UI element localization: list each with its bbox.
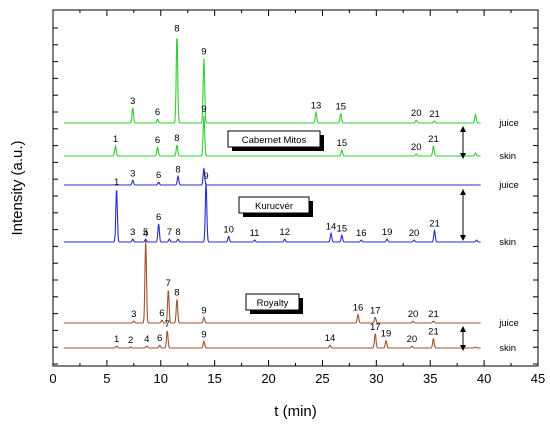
peak-label: 14 <box>326 221 337 232</box>
peak-label: 3 <box>130 227 135 238</box>
y-axis-title: Intensity (a.u.) <box>9 140 26 235</box>
peak-label: 16 <box>353 302 364 313</box>
peak-label: 11 <box>250 228 260 239</box>
x-tick-label: 20 <box>261 371 275 386</box>
trace-label: juice <box>498 180 519 191</box>
arrow-head-down <box>460 235 466 241</box>
peak-label: 6 <box>156 212 161 223</box>
peak-label: 6 <box>157 333 162 344</box>
peak-label: 20 <box>409 228 420 239</box>
peak-label: 8 <box>174 287 179 298</box>
peak-label: 1 <box>113 134 118 145</box>
trace-cabernet-mitos-skin <box>63 115 481 157</box>
peak-label: 20 <box>407 334 418 345</box>
trace-label: skin <box>499 343 516 354</box>
arrow-head-up <box>460 189 466 195</box>
peak-label: 21 <box>429 219 440 230</box>
arrow-head-up <box>460 126 466 132</box>
x-tick-label: 30 <box>369 371 383 386</box>
x-tick-label: 15 <box>207 371 221 386</box>
sample-label-box <box>238 196 310 214</box>
sample-label-box <box>245 293 300 311</box>
peak-label: 12 <box>279 227 290 238</box>
peak-label: 6 <box>156 170 161 181</box>
trace-cabernet-mitos-juice <box>63 38 481 124</box>
peak-label: 17 <box>370 322 381 333</box>
peak-label: 1 <box>114 177 119 188</box>
peak-label: 21 <box>428 327 439 338</box>
peak-label: 20 <box>411 142 422 153</box>
peak-label: 2 <box>128 335 133 346</box>
x-tick-label: 40 <box>477 371 491 386</box>
x-tick-label: 5 <box>103 371 110 386</box>
sample-label: Cabernet Mitos <box>242 135 307 146</box>
x-tick-label: 0 <box>49 371 56 386</box>
peak-label: 15 <box>337 138 348 149</box>
peak-label: 3 <box>130 96 135 107</box>
arrow-head-up <box>460 326 466 332</box>
peak-label: 16 <box>356 228 367 239</box>
sample-label: Kurucvér <box>255 201 293 212</box>
peak-label: 8 <box>174 133 179 144</box>
peak-label: 19 <box>381 328 392 339</box>
peak-label: 21 <box>428 134 439 145</box>
sample-label: Royalty <box>257 298 289 309</box>
arrow-head-down <box>460 345 466 351</box>
peak-label: 20 <box>408 309 419 320</box>
x-tick-label: 10 <box>154 371 168 386</box>
peak-label: 6 <box>159 308 164 319</box>
peak-label: 3 <box>131 309 136 320</box>
peak-label: 8 <box>175 164 180 175</box>
peak-label: 8 <box>174 24 179 35</box>
arrow-head-down <box>460 153 466 159</box>
peak-label: 9 <box>201 305 206 316</box>
trace-label: juice <box>498 318 519 329</box>
peak-label: 19 <box>382 227 393 238</box>
peak-label: 20 <box>411 108 422 119</box>
trace-royalty-juice <box>63 240 481 324</box>
peak-label: 4 <box>144 334 149 345</box>
peak-label: 15 <box>337 223 348 234</box>
trace-label: juice <box>498 118 519 129</box>
trace-kurucver-juice <box>63 167 481 186</box>
peak-label: 6 <box>155 107 160 118</box>
peak-label: 8 <box>175 227 180 238</box>
peak-label: 21 <box>429 109 440 120</box>
x-axis-title: t (min) <box>274 403 317 420</box>
peak-label: 5 <box>143 227 148 238</box>
trace-label: skin <box>499 237 516 248</box>
trace-kurucver-skin <box>63 183 481 243</box>
trace-label: skin <box>499 151 516 162</box>
peak-label: 17 <box>370 305 381 316</box>
peak-label: 10 <box>223 224 234 235</box>
peak-label: 14 <box>325 333 336 344</box>
peak-label: 9 <box>201 104 206 115</box>
x-tick-label: 25 <box>315 371 329 386</box>
peak-label: 3 <box>130 168 135 179</box>
peak-label: 15 <box>335 102 346 113</box>
peak-label: 6 <box>155 135 160 146</box>
x-tick-label: 45 <box>531 371 545 386</box>
x-tick-label: 35 <box>423 371 437 386</box>
sample-label-box <box>227 130 321 148</box>
peak-label: 9 <box>201 329 206 340</box>
peak-label: 7 <box>165 319 170 330</box>
peak-label: 7 <box>167 227 172 238</box>
peak-label: 1 <box>114 334 119 345</box>
trace-royalty-skin <box>63 330 481 349</box>
peak-label: 9 <box>203 171 208 182</box>
peak-label: 4 <box>143 228 148 239</box>
peak-label: 13 <box>311 101 322 112</box>
peak-label: 21 <box>428 309 439 320</box>
peak-label: 7 <box>166 278 171 289</box>
peak-label: 9 <box>201 46 206 57</box>
